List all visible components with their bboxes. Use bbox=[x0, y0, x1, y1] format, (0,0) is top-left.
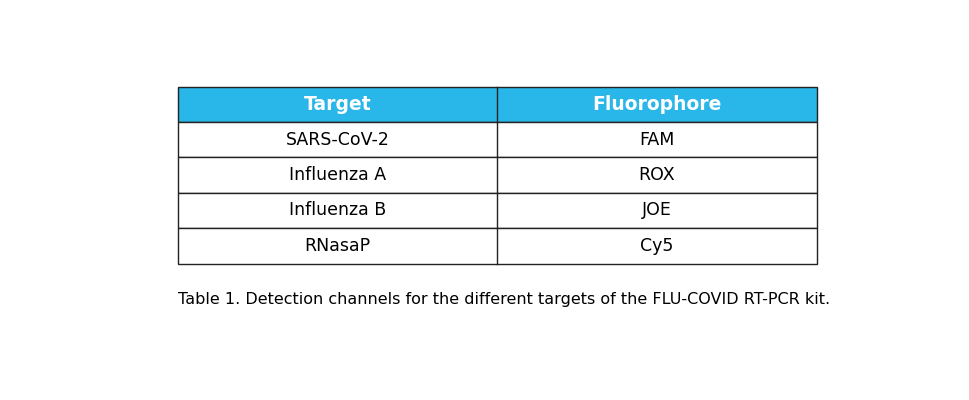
Bar bbox=[177, 122, 816, 157]
Bar bbox=[177, 157, 816, 193]
Text: SARS-CoV-2: SARS-CoV-2 bbox=[285, 131, 389, 149]
Text: Fluorophore: Fluorophore bbox=[591, 95, 721, 114]
Bar bbox=[177, 193, 816, 228]
Text: Target: Target bbox=[303, 95, 371, 114]
Text: Influenza B: Influenza B bbox=[289, 202, 386, 220]
Text: Table 1. Detection channels for the different targets of the FLU-COVID RT-PCR ki: Table 1. Detection channels for the diff… bbox=[177, 292, 828, 306]
Text: Cy5: Cy5 bbox=[640, 237, 672, 255]
Bar bbox=[177, 228, 816, 264]
Text: ROX: ROX bbox=[638, 166, 674, 184]
Text: FAM: FAM bbox=[639, 131, 673, 149]
Text: RNasaP: RNasaP bbox=[304, 237, 370, 255]
Text: Influenza A: Influenza A bbox=[289, 166, 386, 184]
Text: JOE: JOE bbox=[641, 202, 672, 220]
Bar bbox=[177, 86, 816, 122]
